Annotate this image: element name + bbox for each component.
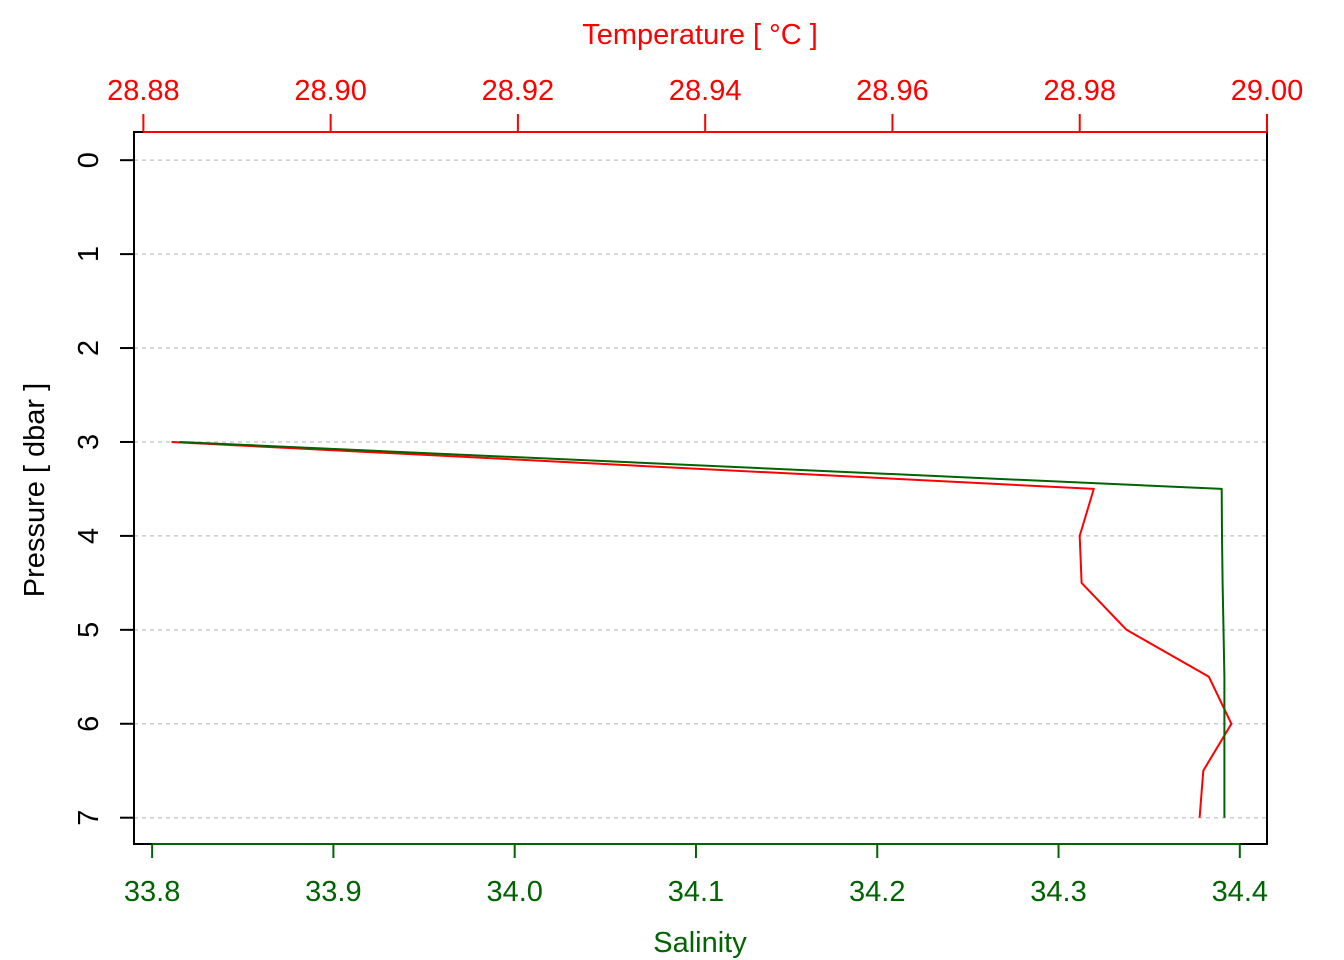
salinity-tick-label: 34.3 [1030, 876, 1086, 908]
salinity-tick-label: 34.2 [849, 876, 905, 908]
temperature-profile-line [171, 441, 1233, 818]
pressure-tick-label: 3 [73, 434, 105, 450]
temperature-tick-label: 28.92 [482, 75, 555, 107]
temperature-tick-label: 29.00 [1231, 75, 1304, 107]
pressure-axis-title: Pressure [ dbar ] [19, 383, 51, 597]
salinity-tick-label: 33.9 [305, 876, 361, 908]
series-layer [171, 441, 1233, 818]
salinity-tick-label: 34.0 [486, 876, 542, 908]
pressure-tick-label: 1 [73, 246, 105, 262]
temperature-axis-title: Temperature [ °C ] [582, 19, 818, 51]
pressure-tick-label: 6 [73, 716, 105, 732]
plot-area-frame [133, 131, 1268, 845]
temperature-tick-label: 28.98 [1043, 75, 1116, 107]
temperature-tick-label: 28.96 [856, 75, 929, 107]
pressure-tick-label: 4 [73, 528, 105, 544]
salinity-tick-label: 34.4 [1212, 876, 1268, 908]
temperature-tick-label: 28.88 [107, 75, 180, 107]
temperature-tick-label: 28.94 [669, 75, 742, 107]
gridlines [134, 159, 1267, 819]
pressure-tick-label: 0 [73, 152, 105, 168]
salinity-axis: 33.8 33.9 34.0 34.1 34.2 34.3 34.4 [124, 843, 1268, 908]
temperature-axis: 28.88 28.90 28.92 28.94 28.96 28.98 29.00 [107, 75, 1304, 133]
pressure-tick-label: 5 [73, 622, 105, 638]
pressure-tick-label: 7 [73, 810, 105, 826]
salinity-tick-label: 34.1 [668, 876, 724, 908]
pressure-axis: 0 1 2 3 4 5 6 7 [73, 152, 134, 826]
pressure-tick-label: 2 [73, 340, 105, 356]
salinity-tick-label: 33.8 [124, 876, 180, 908]
temperature-tick-label: 28.90 [294, 75, 367, 107]
salinity-axis-title: Salinity [653, 927, 747, 959]
salinity-profile-line [179, 441, 1226, 818]
